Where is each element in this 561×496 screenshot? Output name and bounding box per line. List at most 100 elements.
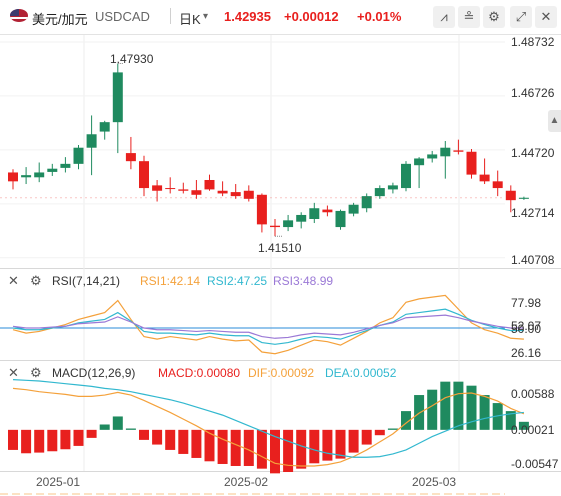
macd-bar: [505, 411, 516, 430]
candle-body: [230, 192, 241, 197]
rsi-tick-4: 26.16: [511, 346, 542, 360]
candle-body: [414, 158, 425, 166]
candle-body: [204, 179, 215, 190]
candle-body: [112, 72, 123, 123]
x-tick-2: 2025-02: [224, 475, 269, 489]
macd-bar: [152, 429, 163, 445]
macd-bar: [256, 429, 267, 469]
expand-icon[interactable]: ⤢: [510, 6, 532, 28]
candle-body: [256, 194, 267, 225]
x-tick-3: 2025-03: [412, 475, 457, 489]
current-price: 1.42935: [224, 9, 271, 24]
pair-name: 美元/加元: [32, 12, 88, 27]
settings-icon[interactable]: ⚙: [30, 365, 42, 380]
macd-bar: [230, 429, 241, 466]
candle-body: [21, 175, 32, 178]
macd-bar: [427, 389, 438, 430]
candle-body: [335, 210, 346, 228]
macd-bar: [112, 416, 123, 430]
candle-body: [348, 204, 359, 214]
candle-body: [86, 134, 97, 148]
collapse-icon[interactable]: ✕: [8, 365, 19, 380]
price-tick-4: 1.42714: [511, 206, 555, 220]
macd-bar: [296, 429, 307, 469]
chevron-up-icon[interactable]: ▲: [548, 110, 561, 132]
dea-line: [12, 379, 524, 458]
macd-bar: [86, 429, 97, 438]
macd-bar: [309, 429, 320, 464]
candle-body: [60, 163, 71, 168]
timeframe-selector[interactable]: 日K: [179, 12, 201, 27]
dif-legend: DIF:0.00092: [248, 366, 315, 380]
candle-body: [99, 122, 110, 132]
rsi-tick-3: 50.00: [511, 322, 542, 336]
macd-bar: [322, 429, 333, 461]
collapse-icon[interactable]: ✕: [8, 273, 19, 288]
macd-bar: [139, 429, 149, 440]
candle-body: [440, 147, 451, 157]
low-annotation: 1.41510: [258, 241, 302, 255]
candle-body: [401, 163, 411, 189]
rsi-title: RSI(7,14,21): [52, 274, 121, 288]
macd-bar: [466, 385, 477, 430]
candle-body: [479, 174, 490, 182]
divider: [170, 8, 171, 24]
price-change: +0.00012: [284, 9, 339, 24]
macd-bar: [453, 381, 464, 430]
candle-body: [283, 220, 294, 228]
macd-bar: [125, 428, 136, 430]
macd-bar: [518, 421, 529, 430]
flag-icon: [10, 9, 28, 22]
candle-body: [73, 147, 84, 164]
macd-bar: [440, 381, 451, 430]
candle-body: [518, 197, 529, 199]
rsi-tick-2: 52.07: [511, 319, 542, 333]
macd-bar: [387, 428, 398, 430]
candle-body: [361, 196, 372, 209]
candle-body: [191, 190, 202, 195]
chart-style-icon[interactable]: ⩘: [433, 6, 455, 28]
macd-bar: [73, 429, 84, 446]
macd-bar: [99, 424, 110, 430]
macd-bar: [217, 429, 228, 464]
candle-body: [387, 185, 398, 190]
rsi2-line: [12, 308, 524, 345]
candle-body: [243, 190, 254, 199]
price-tick-3: 1.44720: [511, 146, 555, 160]
macd-bar: [401, 411, 411, 430]
close-icon[interactable]: ✕: [535, 6, 557, 28]
chevron-down-icon[interactable]: ▾: [203, 11, 209, 22]
candle-body: [427, 154, 438, 159]
candle-body: [309, 208, 320, 219]
macd-tick-3: -0.00547: [511, 457, 559, 471]
price-tick-2: 1.46726: [511, 86, 555, 100]
symbol-label: USDCAD: [95, 9, 150, 24]
candle-body: [139, 161, 149, 189]
macd-tick-1: 0.00588: [511, 387, 555, 401]
chart-header: 美元/加元 USDCAD 日K ▾ 1.42935 +0.00012 +0.01…: [0, 0, 561, 35]
macd-bar: [270, 429, 280, 474]
candle-body: [125, 153, 136, 162]
settings-icon[interactable]: ⚙: [30, 273, 42, 288]
candle-body: [374, 188, 385, 197]
settings-icon[interactable]: ⚙: [483, 6, 505, 28]
macd-bar: [47, 429, 58, 452]
candle-body: [322, 209, 333, 213]
candle-body: [178, 189, 189, 191]
macd-bar: [348, 429, 359, 453]
candle-body: [505, 190, 516, 201]
dea-legend: DEA:0.00052: [325, 366, 397, 380]
candle-body: [47, 168, 58, 172]
candle-body: [217, 190, 228, 194]
candle-body: [296, 214, 307, 222]
indicators-icon[interactable]: ≗: [458, 6, 480, 28]
macd-tick-2: 0.00021: [511, 423, 555, 437]
candle-body: [152, 185, 163, 191]
macd-title: MACD(12,26,9): [52, 366, 136, 380]
macd-legend: MACD:0.00080: [158, 366, 241, 380]
macd-bar: [8, 429, 18, 450]
macd-bar: [60, 429, 71, 450]
dif-line: [12, 387, 525, 467]
rsi1-line: [12, 294, 524, 355]
